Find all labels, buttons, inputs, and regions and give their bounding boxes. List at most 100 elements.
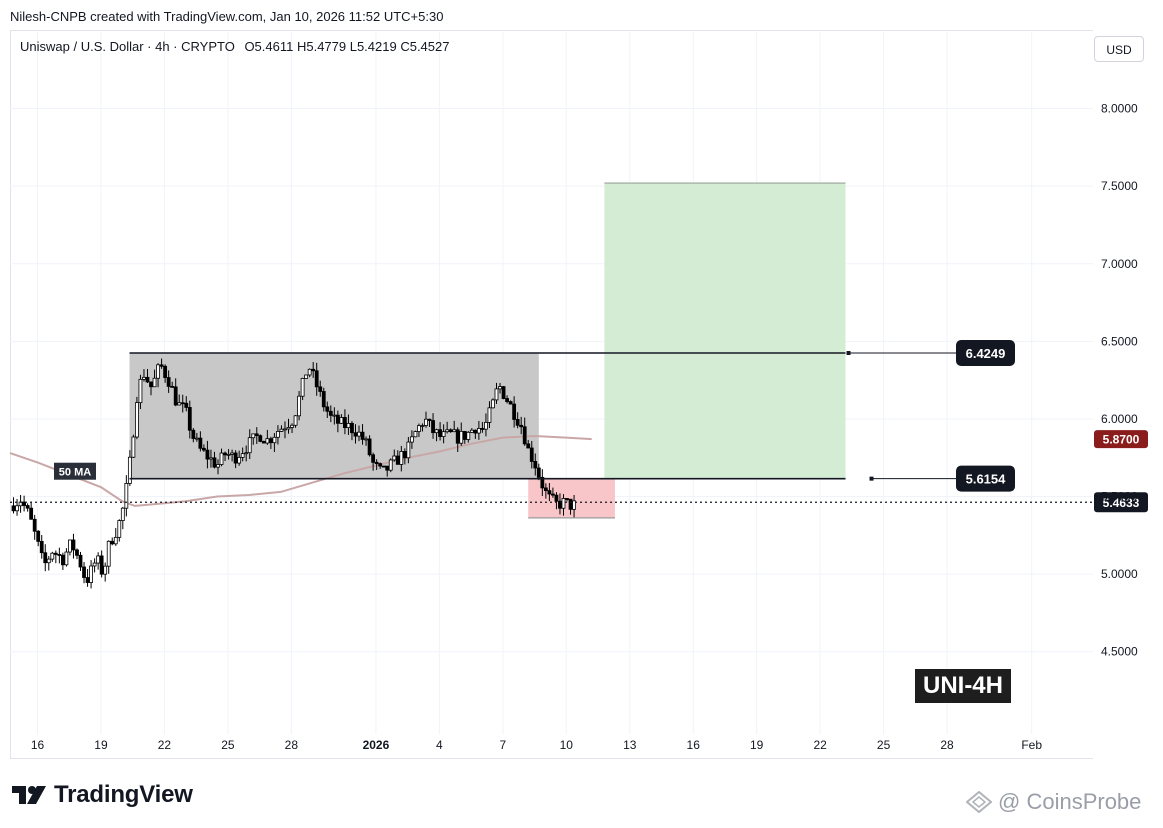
candle-body <box>385 465 390 471</box>
x-axis-tick-label: Feb <box>1021 738 1042 752</box>
x-axis-tick-label: 19 <box>94 738 108 752</box>
currency-button[interactable]: USD <box>1094 36 1144 62</box>
candle-body <box>60 554 65 566</box>
candle-body <box>427 418 432 421</box>
candle-body <box>50 552 55 560</box>
candle-body <box>15 505 19 512</box>
last-price-label-text: 5.4633 <box>1103 496 1140 510</box>
candle-body <box>300 378 305 397</box>
x-axis-tick-label: 19 <box>750 738 764 752</box>
candle-body <box>420 425 425 427</box>
candle-body <box>543 487 548 492</box>
candle-body <box>254 433 259 437</box>
candle-body <box>201 447 206 451</box>
candle-body <box>166 377 171 387</box>
candle-body <box>191 429 196 439</box>
y-axis-tick-label: 8.0000 <box>1101 102 1138 116</box>
candle-body <box>424 418 428 426</box>
ma-50-line <box>9 434 592 507</box>
candle-body <box>212 457 217 468</box>
candle-body <box>547 490 552 495</box>
candle-body <box>106 540 111 567</box>
candle-body <box>434 429 439 434</box>
candle-body <box>36 530 41 542</box>
candle-body <box>149 381 153 388</box>
candle-body <box>216 464 220 468</box>
level-label-text: 6.4249 <box>966 346 1006 361</box>
candle-body <box>272 436 277 444</box>
candle-body <box>346 422 351 429</box>
candle-body <box>395 455 400 465</box>
candle-body <box>568 498 573 510</box>
candle-body <box>120 507 125 521</box>
candle-body <box>335 414 340 424</box>
candle-body <box>99 555 104 575</box>
candle-body <box>413 431 418 438</box>
x-axis-tick-label: 16 <box>687 738 701 752</box>
y-axis-tick-label: 6.0000 <box>1101 412 1138 426</box>
candle-body <box>505 398 509 402</box>
candle-body <box>498 386 502 390</box>
candle-body <box>551 493 555 496</box>
candle-body <box>46 558 51 564</box>
candle-body <box>64 551 69 566</box>
candle-body <box>318 386 323 392</box>
candlestick-series <box>11 358 576 589</box>
y-axis-tick-label: 6.5000 <box>1101 334 1138 348</box>
y-axis-tick-label: 7.0000 <box>1101 257 1138 271</box>
candle-body <box>82 566 86 578</box>
candle-body <box>117 520 122 538</box>
candle-body <box>558 500 562 509</box>
candle-body <box>159 364 164 367</box>
x-axis-tick-label: 28 <box>940 738 954 752</box>
candle-body <box>480 428 485 430</box>
ma-annotation-box <box>54 462 96 480</box>
candle-body <box>156 364 160 379</box>
ma-value-label-text: 5.8700 <box>1103 433 1140 447</box>
candle-body <box>487 407 492 423</box>
candle-body <box>512 403 517 420</box>
candle-body <box>561 498 566 509</box>
candle-body <box>526 443 531 449</box>
candle-body <box>350 422 354 434</box>
candle-body <box>364 438 368 441</box>
candle-body <box>399 451 404 465</box>
candle-body <box>402 451 407 459</box>
candle-body <box>466 431 471 440</box>
candle-body <box>501 386 506 399</box>
candle-body <box>223 452 227 456</box>
candle-body <box>431 420 435 434</box>
candle-body <box>438 429 442 437</box>
x-axis-tick-label: 2026 <box>363 738 390 752</box>
candle-body <box>522 426 527 445</box>
tradingview-logo[interactable]: TradingView <box>12 781 193 809</box>
candle-body <box>297 395 301 417</box>
candle-body <box>445 429 450 433</box>
candle-body <box>448 429 453 433</box>
symbol-header: Uniswap / U.S. Dollar · 4h · CRYPTO O5.4… <box>20 39 449 54</box>
candle-body <box>138 378 143 404</box>
candle-body <box>240 453 245 458</box>
candle-body <box>572 500 576 510</box>
candle-body <box>533 461 538 469</box>
candle-body <box>554 494 559 502</box>
level-anchor-dot <box>869 476 874 481</box>
candle-body <box>328 410 333 416</box>
candle-body <box>388 459 393 471</box>
candle-body <box>25 505 30 509</box>
candle-body <box>307 368 312 376</box>
candle-body <box>484 422 488 430</box>
x-axis-tick-label: 22 <box>813 738 827 752</box>
candle-body <box>113 536 118 545</box>
candle-body <box>283 428 287 431</box>
x-axis-tick-label: 4 <box>436 738 443 752</box>
x-axis-tick-label: 25 <box>877 738 891 752</box>
attribution-text: Nilesh-CNPB created with TradingView.com… <box>10 9 444 24</box>
candle-body <box>321 391 326 408</box>
candle-body <box>127 456 132 484</box>
candle-body <box>226 453 231 456</box>
candle-body <box>124 483 129 509</box>
candle-body <box>89 565 93 583</box>
chart-frame <box>10 30 1093 759</box>
